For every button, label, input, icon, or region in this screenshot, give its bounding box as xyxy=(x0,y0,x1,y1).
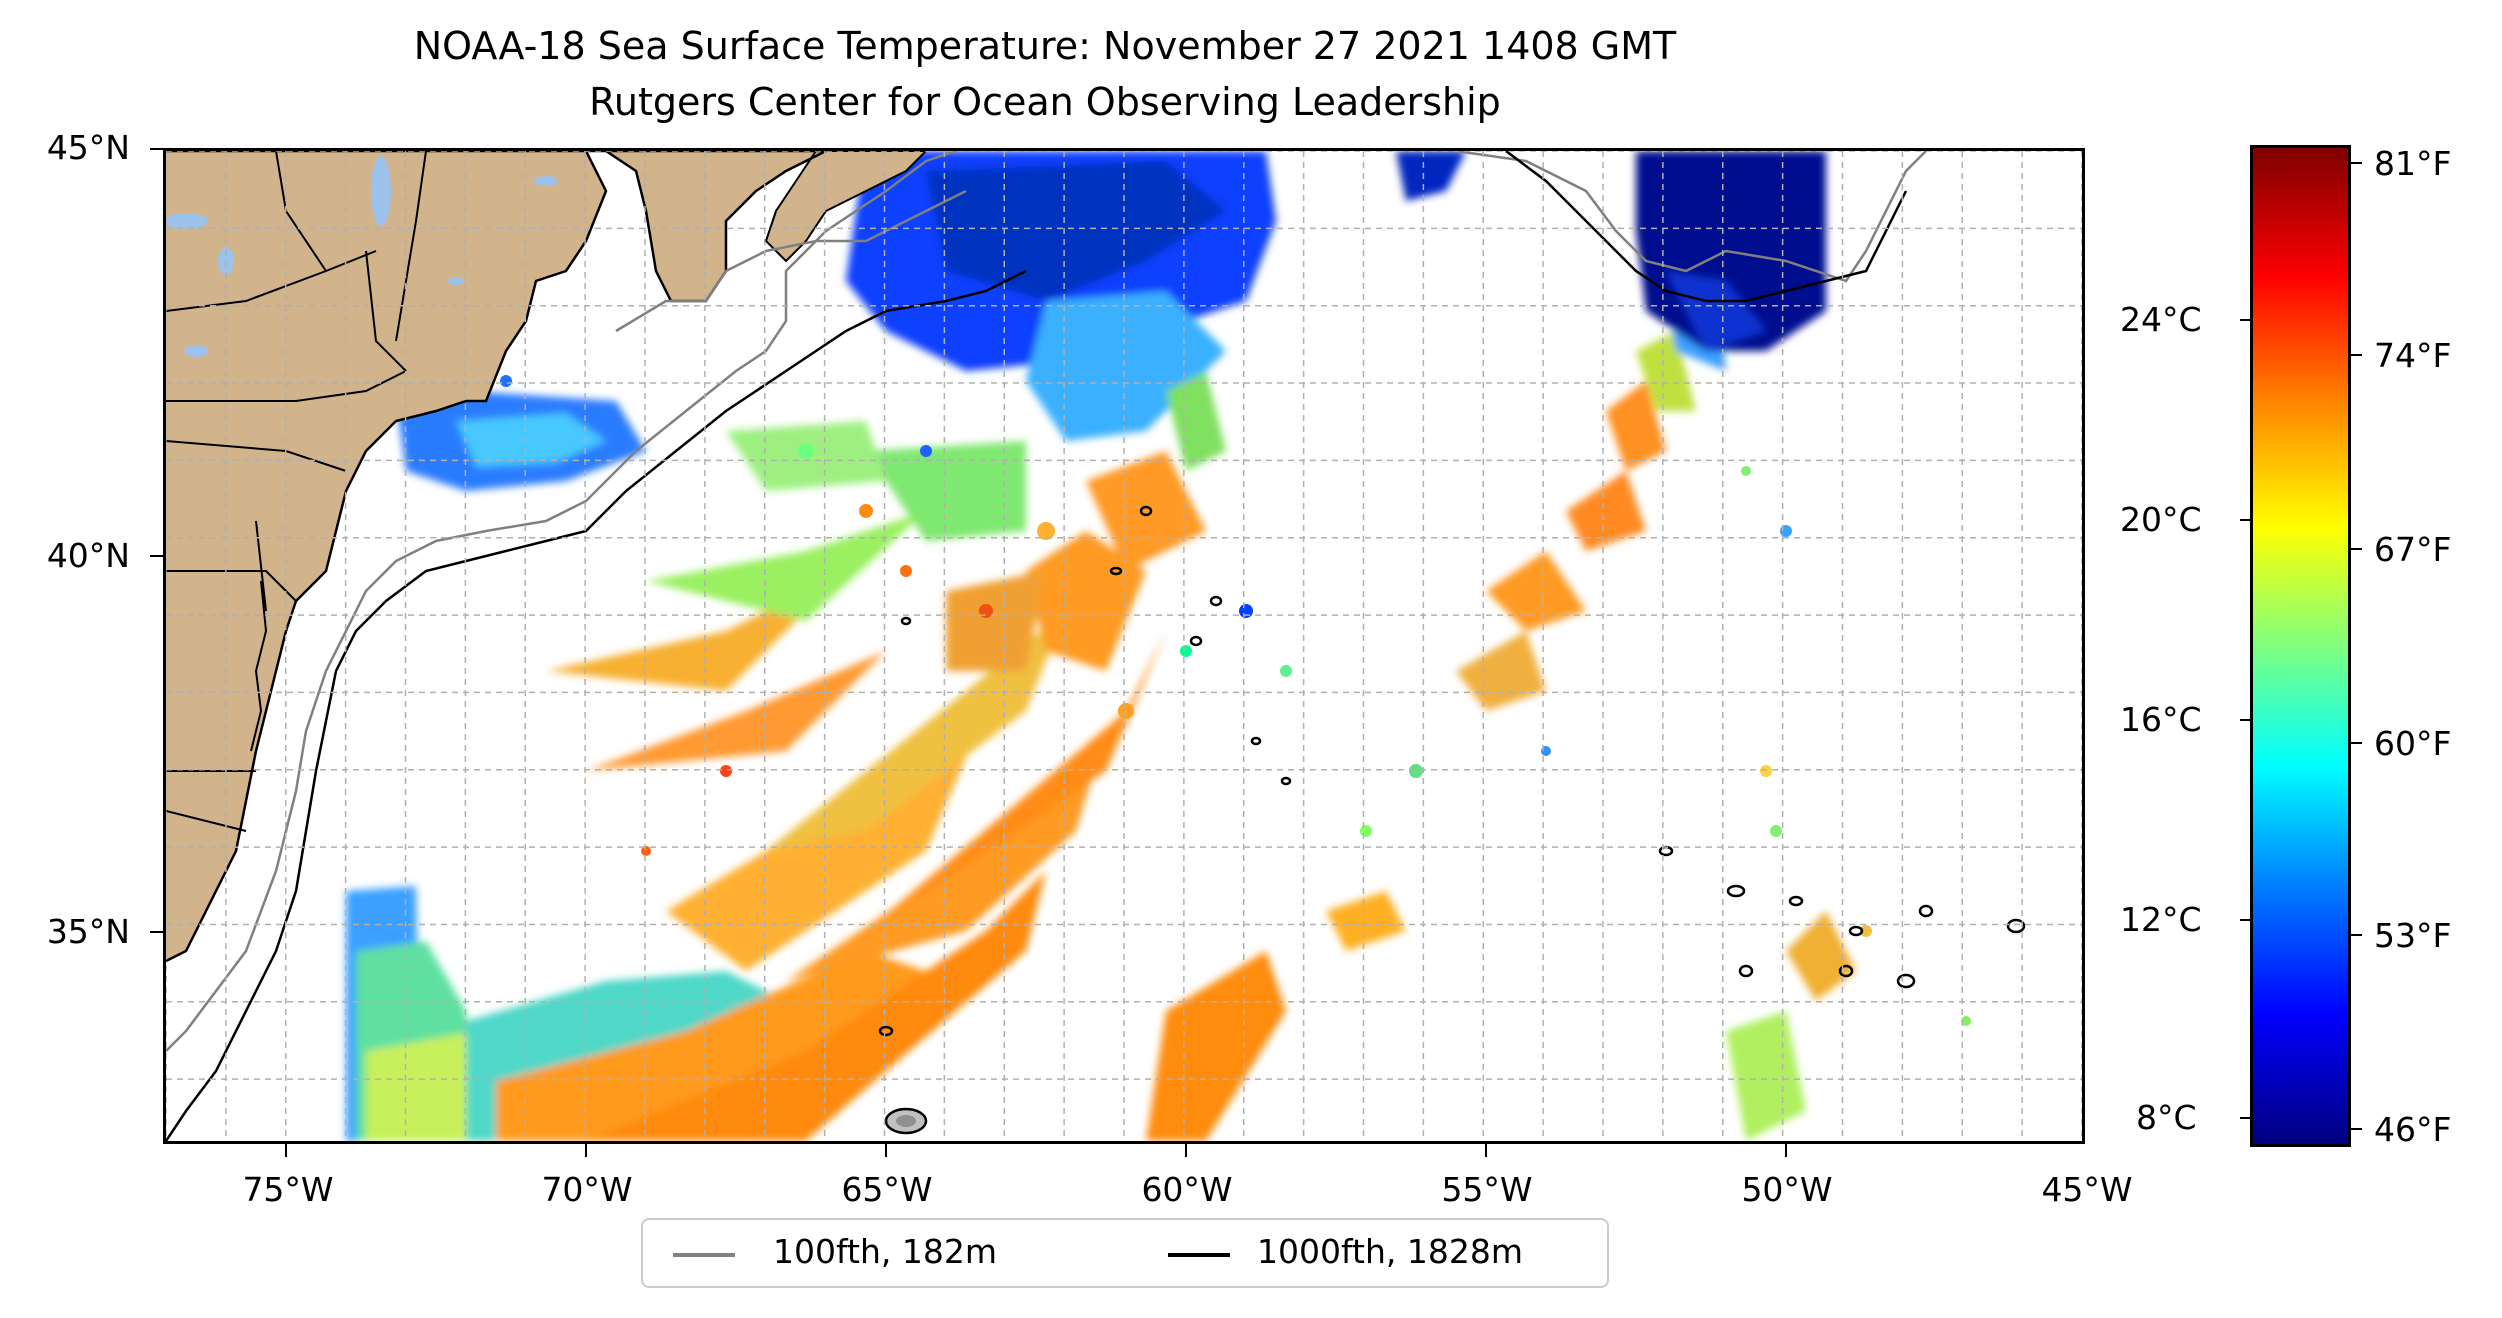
contour-100fth xyxy=(166,151,1927,1052)
lon-label-55w: 55°W xyxy=(1441,1170,1533,1209)
cb-tick-20c xyxy=(2240,519,2252,521)
cb-tick-60f xyxy=(2350,742,2362,744)
cb-tick-12c xyxy=(2240,919,2252,921)
gridlines xyxy=(166,151,2082,1141)
colorbar-label-67f: 67°F xyxy=(2374,530,2452,569)
tick-40n xyxy=(150,555,164,557)
tick-70w xyxy=(585,1143,587,1157)
cb-tick-81f xyxy=(2350,162,2362,164)
lake-champlain xyxy=(371,156,391,226)
colorbar-label-60f: 60°F xyxy=(2374,724,2452,763)
chart-title: NOAA-18 Sea Surface Temperature: Novembe… xyxy=(413,24,1677,68)
lakes-layer xyxy=(166,156,558,357)
lon-label-45w: 45°W xyxy=(2041,1170,2133,1209)
colorbar-label-12c: 12°C xyxy=(2120,900,2202,939)
us-coastline xyxy=(166,151,608,963)
legend-label-1000fth: 1000fth, 1828m xyxy=(1257,1232,1523,1271)
tick-60w xyxy=(1185,1143,1187,1157)
tick-45n xyxy=(150,148,164,150)
map-area[interactable] xyxy=(163,148,2085,1144)
cb-tick-16c xyxy=(2240,719,2252,721)
cb-tick-46f xyxy=(2350,1128,2362,1130)
sst-map xyxy=(166,151,2082,1141)
lat-label-40n: 40°N xyxy=(46,536,130,575)
lon-label-75w: 75°W xyxy=(242,1170,334,1209)
cb-tick-53f xyxy=(2350,934,2362,936)
sst-speckles xyxy=(481,346,1971,1026)
sst-data-layer xyxy=(346,151,1856,1141)
colorbar-label-20c: 20°C xyxy=(2120,500,2202,539)
lat-label-45n: 45°N xyxy=(46,128,130,167)
chesapeake-bay xyxy=(250,580,268,752)
cb-tick-74f xyxy=(2350,354,2362,356)
colorbar-label-16c: 16°C xyxy=(2120,700,2202,739)
lon-label-60w: 60°W xyxy=(1141,1170,1233,1209)
colorbar-label-46f: 46°F xyxy=(2374,1110,2452,1149)
legend-line-1000fth xyxy=(1168,1253,1230,1257)
tick-75w xyxy=(285,1143,287,1157)
contour-1000fth xyxy=(166,151,1908,1141)
lon-label-65w: 65°W xyxy=(841,1170,933,1209)
lat-label-35n: 35°N xyxy=(46,912,130,951)
land-layer xyxy=(166,151,928,963)
colorbar-label-81f: 81°F xyxy=(2374,144,2452,183)
colorbar-label-8c: 8°C xyxy=(2136,1098,2197,1137)
chart-subtitle: Rutgers Center for Ocean Observing Leade… xyxy=(589,80,1501,124)
land-nova-scotia xyxy=(764,151,928,263)
cb-tick-24c xyxy=(2240,319,2252,321)
legend: 100fth, 182m 1000fth, 1828m xyxy=(641,1218,1609,1288)
lon-label-70w: 70°W xyxy=(541,1170,633,1209)
colorbar-label-24c: 24°C xyxy=(2120,300,2202,339)
tick-55w xyxy=(1485,1143,1487,1157)
cb-tick-67f xyxy=(2350,548,2362,550)
sable-island-bank xyxy=(884,1107,928,1135)
lon-label-50w: 50°W xyxy=(1741,1170,1833,1209)
legend-label-100fth: 100fth, 182m xyxy=(773,1232,997,1271)
colorbar-label-53f: 53°F xyxy=(2374,916,2452,955)
land-north-america xyxy=(166,151,826,961)
tick-50w xyxy=(1785,1143,1787,1157)
tick-35n xyxy=(150,931,164,933)
cb-tick-8c xyxy=(2240,1117,2252,1119)
colorbar-label-74f: 74°F xyxy=(2374,336,2452,375)
colorbar xyxy=(2250,145,2351,1147)
legend-line-100fth xyxy=(673,1253,735,1257)
tick-65w xyxy=(885,1143,887,1157)
seamounts xyxy=(878,505,2026,1037)
